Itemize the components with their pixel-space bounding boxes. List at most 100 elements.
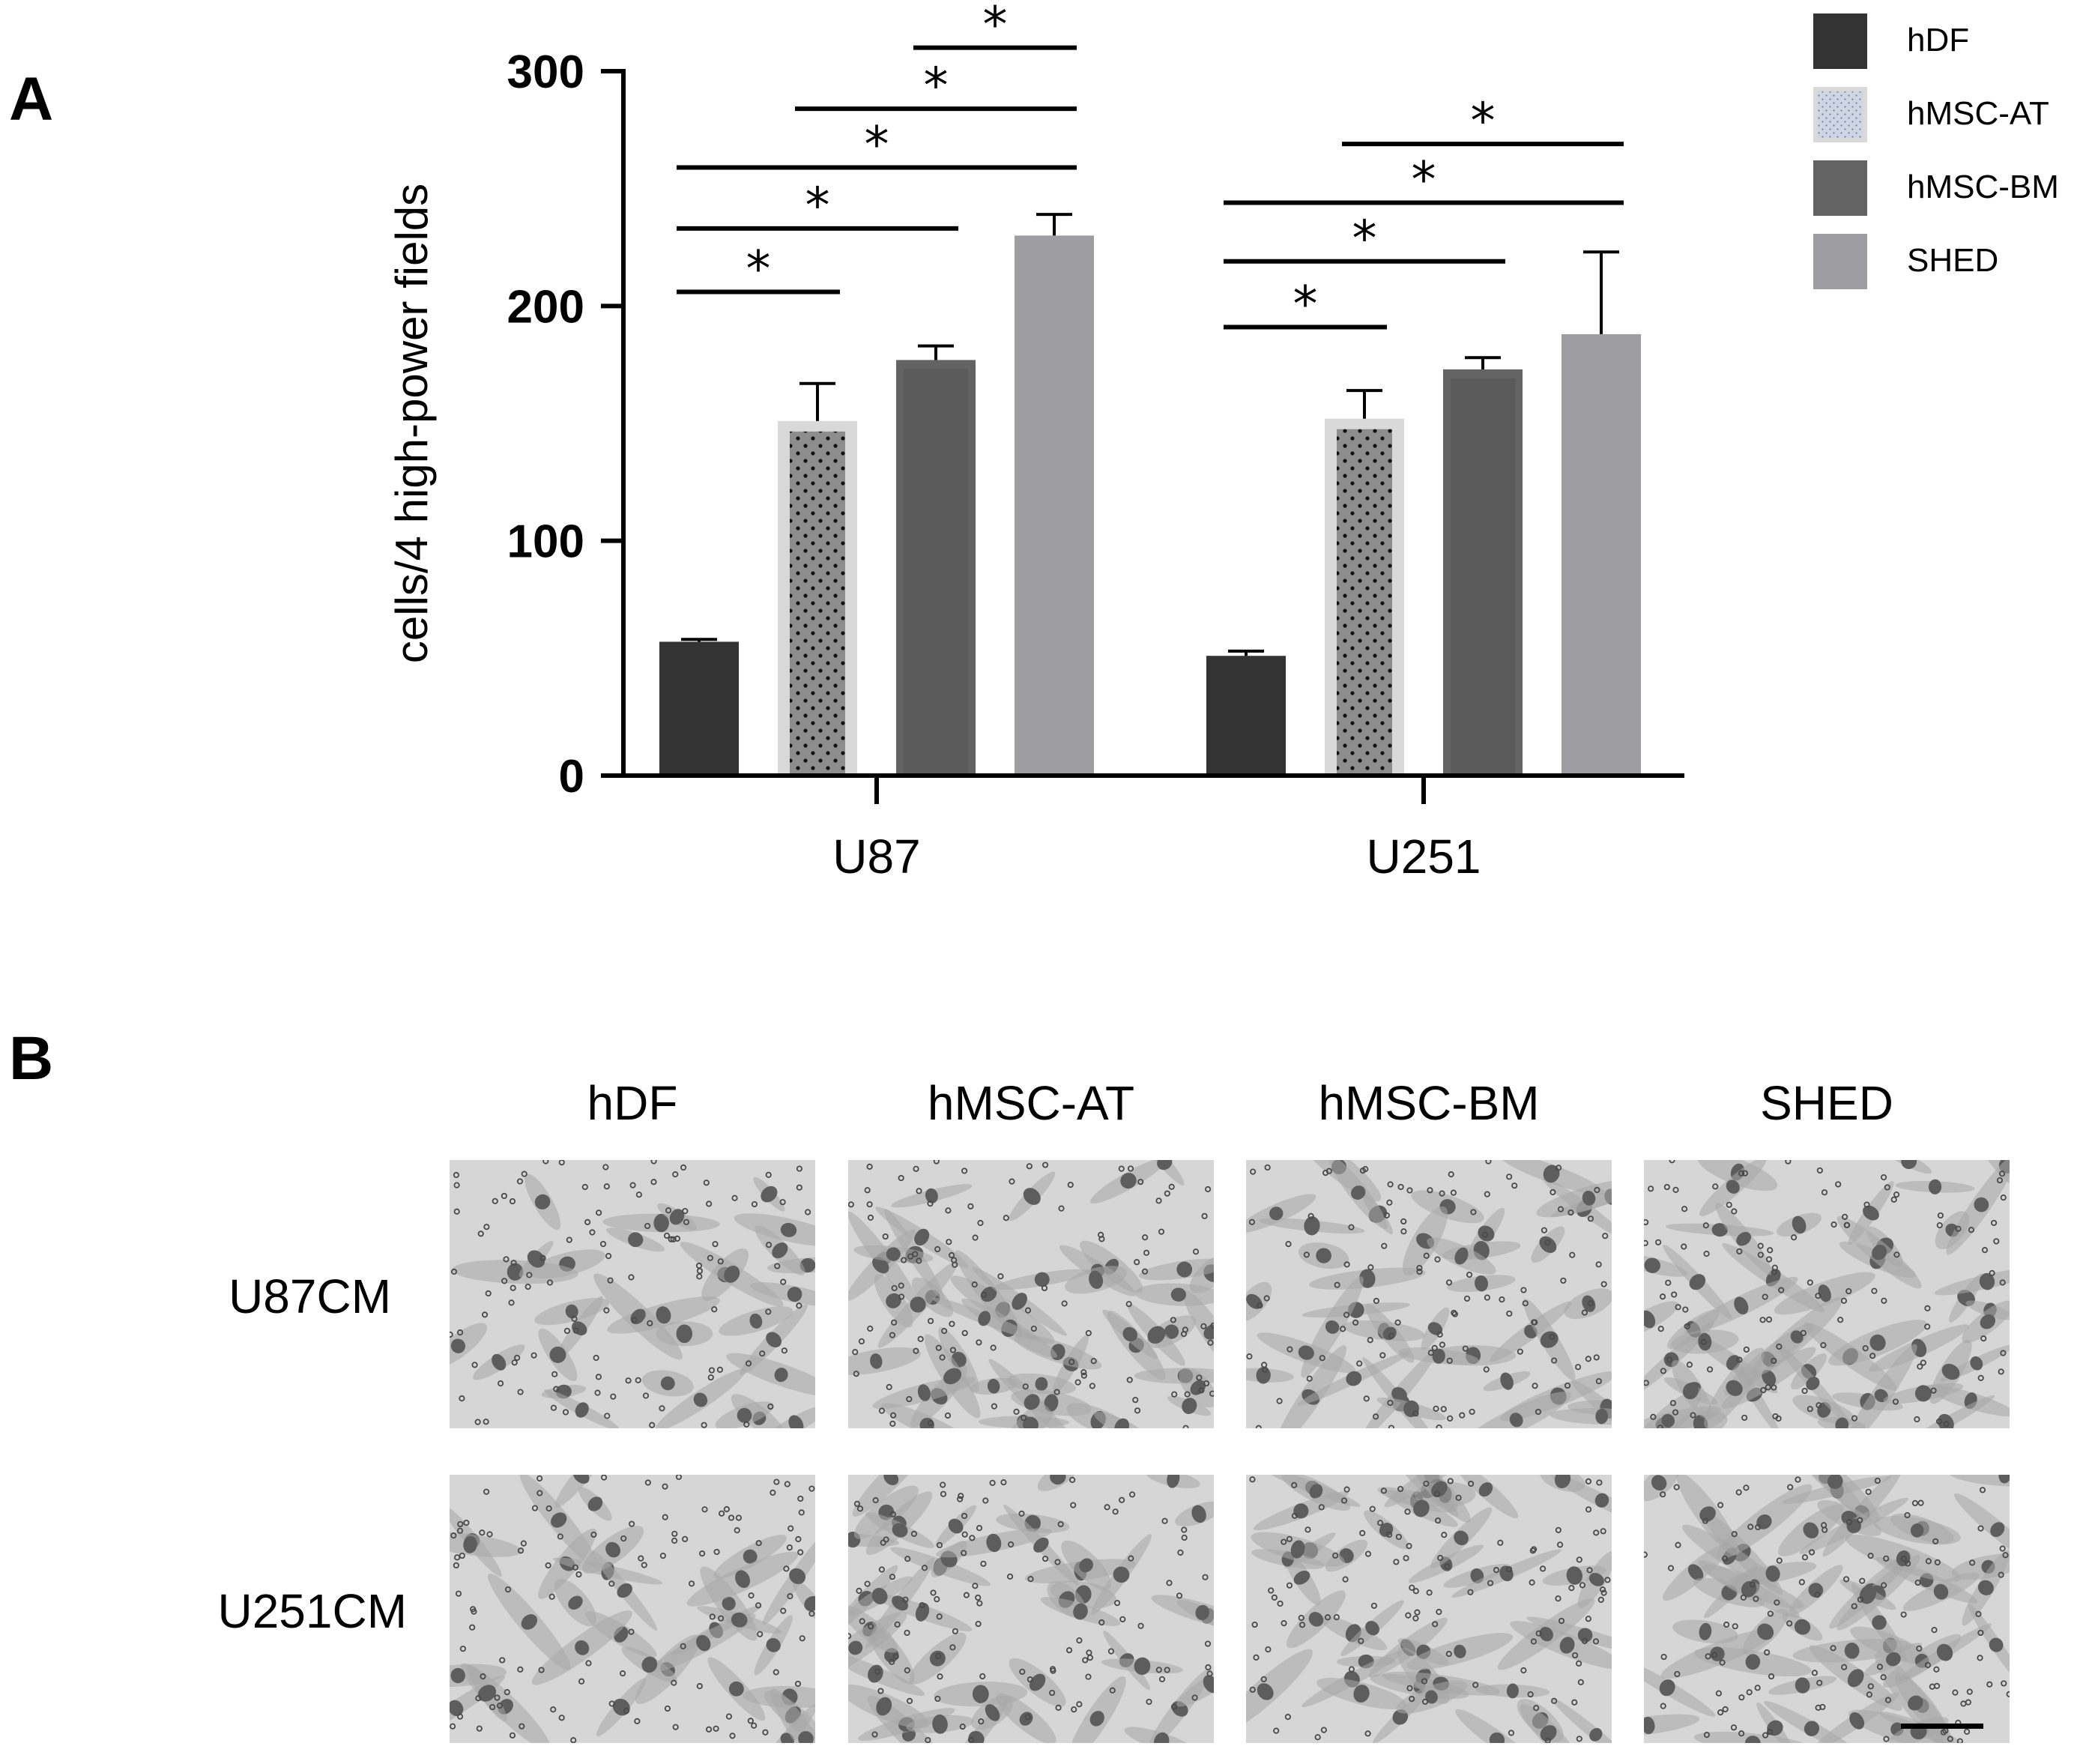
membrane-pore — [1080, 1372, 1087, 1379]
membrane-pore — [907, 1253, 914, 1260]
membrane-pore — [912, 1251, 919, 1257]
membrane-pore — [1876, 1664, 1884, 1670]
cell-nucleus — [1079, 1558, 1093, 1573]
membrane-pore — [1830, 1645, 1836, 1652]
membrane-pore — [1387, 1399, 1394, 1407]
membrane-pore — [936, 1541, 943, 1549]
membrane-pore — [1137, 1179, 1144, 1185]
membrane-pore — [1657, 1326, 1664, 1332]
membrane-pore — [1544, 1737, 1551, 1743]
membrane-pore — [1743, 1346, 1750, 1353]
membrane-pore — [1760, 1387, 1767, 1394]
cell-nucleus — [917, 1384, 931, 1401]
significance-star: * — [805, 177, 830, 235]
membrane-pore — [898, 1293, 905, 1300]
membrane-pore — [1738, 1694, 1745, 1701]
membrane-pore — [1339, 1326, 1346, 1332]
membrane-pore — [796, 1165, 803, 1172]
membrane-pore — [1866, 1691, 1872, 1698]
cell-nucleus — [1050, 1475, 1066, 1485]
membrane-pore — [1348, 1666, 1355, 1673]
membrane-pore — [1068, 1359, 1075, 1365]
membrane-pore — [1248, 1218, 1256, 1225]
cell-nucleus — [1454, 1247, 1469, 1265]
membrane-pore — [545, 1562, 551, 1569]
cell-nucleus — [1478, 1225, 1495, 1242]
membrane-pore — [450, 1268, 458, 1275]
cell-nucleus — [660, 1376, 675, 1391]
membrane-pore — [1722, 1706, 1729, 1713]
membrane-pore — [1069, 1476, 1076, 1483]
membrane-pore — [578, 1678, 585, 1685]
membrane-pore — [1835, 1181, 1842, 1188]
membrane-pore — [1008, 1541, 1015, 1548]
cell-nucleus — [1114, 1418, 1130, 1428]
membrane-pore — [1935, 1418, 1943, 1425]
membrane-pore — [1439, 1190, 1445, 1197]
cell-nucleus — [1745, 1736, 1761, 1743]
membrane-pore — [2001, 1680, 2007, 1687]
membrane-pore — [641, 1562, 647, 1568]
membrane-pore — [625, 1377, 632, 1384]
membrane-pore — [1320, 1727, 1327, 1733]
membrane-pore — [1644, 1551, 1648, 1558]
membrane-pore — [1125, 1301, 1132, 1308]
membrane-pore — [1665, 1279, 1672, 1286]
membrane-pore — [516, 1178, 524, 1185]
membrane-pore — [1400, 1218, 1407, 1225]
y-tick-label: 100 — [507, 516, 584, 568]
membrane-pore — [1192, 1248, 1200, 1255]
membrane-pore — [696, 1683, 703, 1690]
membrane-pore — [474, 1419, 481, 1425]
cell-nucleus — [669, 1209, 685, 1225]
membrane-pore — [783, 1565, 790, 1572]
column-header: SHED — [1760, 1076, 1893, 1130]
membrane-pore — [1164, 1190, 1170, 1197]
cell-nucleus — [1024, 1394, 1040, 1410]
membrane-pore — [1981, 1247, 1989, 1254]
membrane-pore — [635, 1377, 641, 1383]
cell-nucleus — [910, 1296, 926, 1313]
cell-nucleus — [788, 1415, 804, 1428]
membrane-pore — [977, 1219, 984, 1227]
membrane-pore — [898, 1282, 904, 1289]
membrane-pore — [1535, 1408, 1542, 1416]
membrane-pore — [517, 1547, 524, 1554]
membrane-pore — [1741, 1414, 1748, 1422]
membrane-pore — [542, 1160, 549, 1165]
cell-nucleus — [1863, 1205, 1879, 1221]
membrane-pore — [1517, 1348, 1523, 1355]
membrane-pore — [672, 1171, 679, 1178]
membrane-pore — [1672, 1186, 1679, 1193]
membrane-pore — [1184, 1391, 1191, 1398]
membrane-pore — [723, 1505, 730, 1513]
membrane-pore — [521, 1171, 527, 1177]
membrane-pore — [1181, 1534, 1188, 1541]
membrane-pore — [796, 1184, 802, 1191]
bar — [790, 431, 845, 776]
cell-nucleus — [1113, 1566, 1130, 1583]
cell-nucleus — [1886, 1652, 1901, 1667]
membrane-pore — [453, 1171, 460, 1179]
membrane-pore — [486, 1531, 493, 1538]
membrane-pore — [757, 1631, 764, 1637]
membrane-pore — [1934, 1559, 1941, 1565]
membrane-pore — [712, 1241, 719, 1248]
cell-nucleus — [1736, 1232, 1752, 1246]
membrane-pore — [718, 1510, 725, 1517]
membrane-pore — [1450, 1189, 1457, 1196]
membrane-pore — [1914, 1579, 1921, 1586]
cell-nucleus — [915, 1603, 930, 1622]
cell-nucleus — [1792, 1215, 1807, 1234]
membrane-pore — [940, 1490, 947, 1497]
membrane-pore — [1956, 1738, 1963, 1743]
membrane-pore — [1764, 1649, 1771, 1656]
cell-nucleus — [1203, 1675, 1214, 1694]
cell-nucleus — [1304, 1216, 1320, 1236]
membrane-pore — [1787, 1484, 1794, 1490]
membrane-pore — [1880, 1582, 1887, 1589]
cell-nucleus — [1757, 1623, 1774, 1640]
membrane-pore — [589, 1229, 596, 1236]
membrane-pore — [1284, 1714, 1291, 1721]
membrane-pore — [1723, 1621, 1730, 1628]
